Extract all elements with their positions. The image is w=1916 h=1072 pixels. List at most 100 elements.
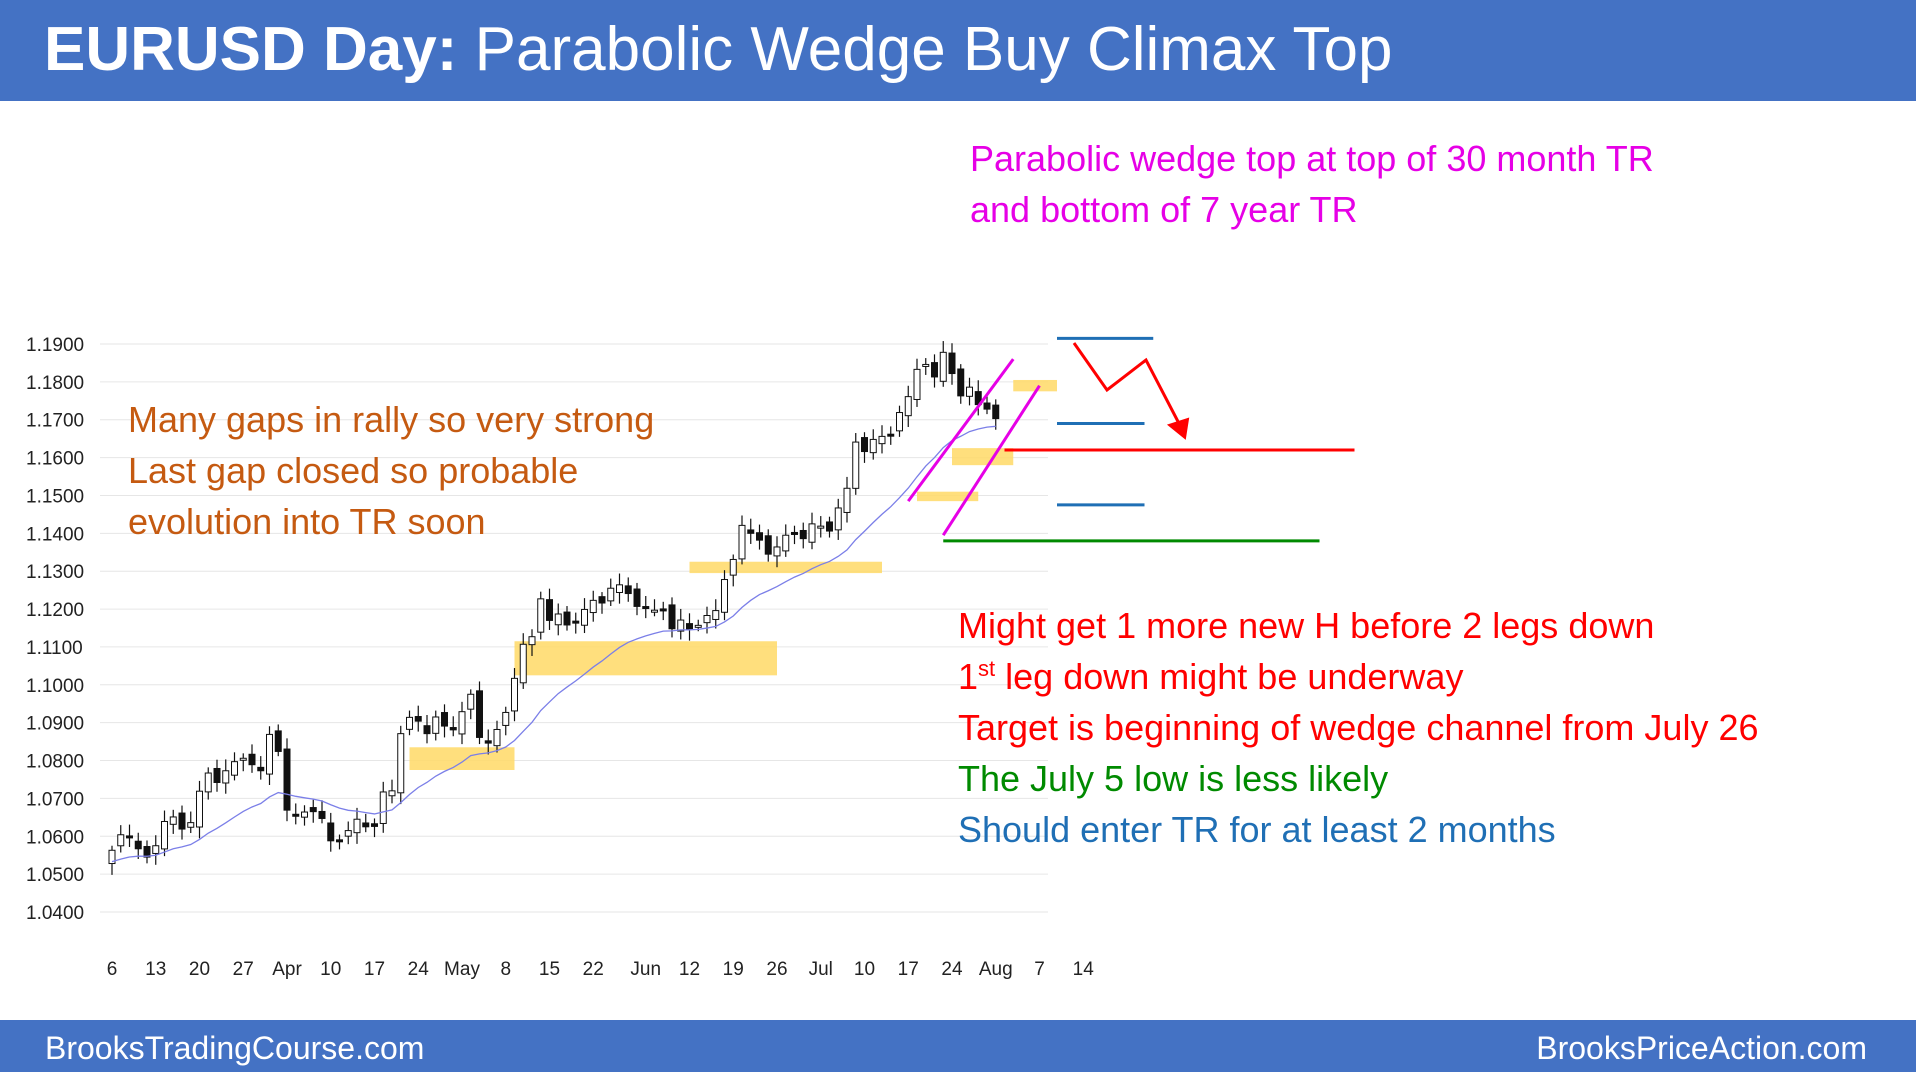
x-tick-label: 20 [189, 959, 210, 980]
bear-candle [861, 437, 868, 453]
bull-candle [712, 610, 720, 620]
bull-candle [773, 546, 781, 557]
y-tick-label: 1.0400 [26, 903, 84, 924]
bear-candle [126, 835, 133, 839]
bear-candle [484, 740, 492, 744]
bear-candle [957, 368, 965, 397]
y-tick-label: 1.0500 [26, 865, 84, 886]
bear-candle [318, 810, 326, 819]
footer-left-link[interactable]: BrooksTradingCourse.com [45, 1030, 425, 1066]
bull-candle [834, 507, 842, 531]
x-tick-label: 19 [723, 959, 744, 980]
gap-zone [1013, 379, 1057, 392]
x-tick-label: 22 [583, 959, 604, 980]
bull-candle [432, 716, 440, 734]
bear-candle [668, 604, 676, 630]
projection-arrowhead [1166, 417, 1190, 440]
bull-candle [738, 524, 746, 560]
bull-candle [703, 615, 711, 624]
bull-candle [581, 608, 588, 626]
x-tick-label: 10 [854, 959, 875, 980]
bear-candle [449, 727, 457, 731]
bull-candle [913, 368, 921, 400]
bear-candle [248, 753, 256, 766]
title-bar [0, 0, 1916, 101]
x-tick-label: 8 [500, 959, 511, 980]
bull-candle [904, 396, 912, 417]
bull-candle [782, 534, 790, 552]
bull-candle [878, 435, 886, 445]
bear-candle [143, 846, 151, 858]
bull-candle [344, 830, 352, 837]
bull-candle [528, 636, 536, 646]
magenta-note-2: and bottom of 7 year TR [970, 189, 1358, 230]
bear-candle [826, 521, 833, 532]
bear-candle [134, 840, 142, 850]
bull-candle [353, 818, 361, 834]
bear-candle [642, 606, 650, 610]
bull-candle [537, 598, 545, 633]
y-tick-label: 1.1700 [26, 411, 84, 432]
bull-candle [161, 820, 168, 850]
bull-candle [922, 363, 930, 367]
x-tick-label: 14 [1073, 959, 1095, 980]
y-tick-label: 1.1000 [26, 676, 84, 697]
bull-candle [729, 558, 737, 576]
x-tick-label: 6 [107, 959, 118, 980]
x-tick-label: 10 [320, 959, 341, 980]
wedge-channel-lower [941, 384, 1041, 537]
bull-candle [694, 624, 702, 628]
bull-candle [204, 772, 212, 793]
footer-right-link[interactable]: BrooksPriceAction.com [1536, 1030, 1867, 1066]
red-note-2-rest: leg down might be underway [995, 656, 1464, 697]
y-tick-label: 1.1500 [26, 486, 84, 507]
bear-candle [992, 404, 1000, 420]
footer-bar [0, 1020, 1916, 1072]
x-tick-label: 24 [408, 959, 430, 980]
bear-candle [633, 588, 641, 607]
y-tick-label: 1.0900 [26, 714, 84, 735]
y-tick-label: 1.1300 [26, 562, 84, 583]
bear-candle [423, 725, 431, 735]
x-tick-label: 24 [941, 959, 963, 980]
bull-candle [301, 811, 308, 818]
x-tick-label: 26 [766, 959, 787, 980]
bear-candle [598, 596, 606, 604]
x-tick-label: 12 [679, 959, 700, 980]
y-tick-label: 1.1400 [26, 524, 84, 545]
bull-candle [502, 711, 510, 726]
bull-candle [379, 791, 387, 824]
bull-candle [152, 845, 160, 854]
orange-note-2: Last gap closed so probable [128, 450, 579, 491]
y-tick-label: 1.1800 [26, 373, 84, 394]
orange-note-3: evolution into TR soon [128, 501, 486, 542]
magenta-note-1: Parabolic wedge top at top of 30 month T… [970, 138, 1654, 179]
y-tick-label: 1.1200 [26, 600, 84, 621]
bull-candle [554, 613, 562, 626]
x-tick-label: 15 [539, 959, 560, 980]
bear-candle [178, 812, 186, 830]
red-note-2-sup: st [978, 656, 996, 681]
bull-candle [721, 579, 728, 613]
page-title: EURUSD Day: Parabolic Wedge Buy Climax T… [44, 14, 1393, 86]
bear-candle [948, 352, 956, 375]
bear-candle [362, 822, 370, 828]
bear-candle [764, 535, 772, 555]
x-tick-label: 27 [233, 959, 254, 980]
bear-candle [327, 822, 335, 842]
bull-candle [406, 716, 413, 730]
bull-candle [616, 584, 623, 593]
bull-candle [467, 693, 475, 710]
green-note: The July 5 low is less likely [958, 758, 1389, 799]
bull-candle [169, 816, 177, 825]
bull-candle [966, 386, 973, 397]
bear-candle [686, 623, 693, 631]
bull-candle [388, 790, 396, 797]
bear-candle [309, 807, 317, 813]
bull-candle [896, 412, 903, 432]
red-note-2-base: 1 [958, 656, 979, 697]
bear-candle [756, 532, 763, 541]
bear-candle [983, 402, 991, 410]
bull-candle [808, 523, 816, 543]
bear-candle [441, 712, 448, 727]
